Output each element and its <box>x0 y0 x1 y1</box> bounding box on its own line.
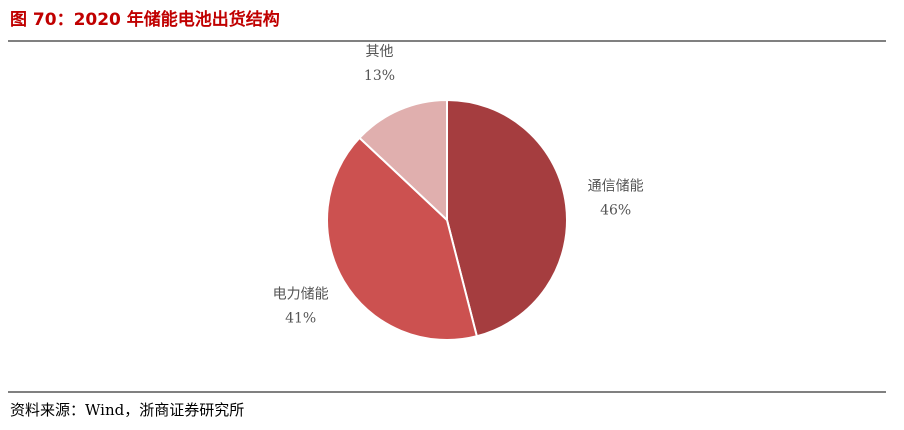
pie-slice <box>326 136 479 341</box>
source: 资料来源：Wind，浙商证券研究所 <box>10 401 244 419</box>
pie-slice <box>358 98 448 223</box>
slice-value: 41% <box>285 311 316 327</box>
slice-value: 46% <box>600 203 631 219</box>
slice-label: 其他 <box>365 44 393 60</box>
slice-value: 13% <box>364 68 395 84</box>
slice-label: 电力储能 <box>273 287 329 303</box>
slice-label: 通信储能 <box>588 179 644 195</box>
pie-slice <box>446 98 568 338</box>
chart-title: 图 70：2020 年储能电池出货结构 <box>10 9 280 30</box>
